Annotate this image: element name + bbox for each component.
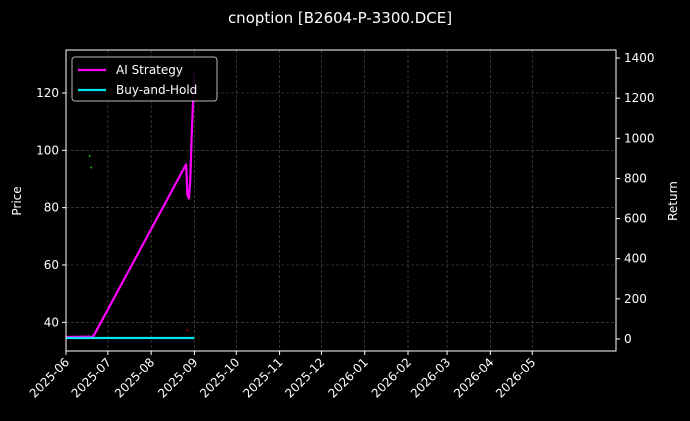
left-tick-label: 120 — [36, 86, 59, 100]
signal-markers — [88, 155, 189, 332]
series-line-ai-strategy — [65, 70, 196, 339]
sell-signal-marker — [186, 329, 189, 332]
right-tick-label: 200 — [624, 292, 647, 306]
legend-label-ai-strategy: AI Strategy — [116, 63, 183, 77]
right-tick-label: 400 — [624, 252, 647, 266]
right-tick-label: 1200 — [624, 91, 655, 105]
legend: AI Strategy Buy-and-Hold — [71, 56, 218, 102]
series-lines — [65, 70, 196, 340]
left-axis-title: Price — [10, 186, 24, 215]
buy-signal-marker — [90, 166, 93, 169]
buy-signal-marker — [88, 155, 91, 158]
left-tick-label: 80 — [44, 201, 59, 215]
right-axis-ticks: 0 200 400 600 800 1000 1200 1400 — [616, 51, 655, 346]
plot-frame — [65, 49, 617, 352]
right-axis-title: Return — [666, 181, 680, 221]
legend-box — [71, 56, 218, 102]
chart-title: cnoption [B2604-P-3300.DCE] — [228, 9, 452, 27]
right-tick-label: 600 — [624, 212, 647, 226]
left-tick-label: 60 — [44, 258, 59, 272]
right-tick-label: 1000 — [624, 131, 655, 145]
legend-label-buy-and-hold: Buy-and-Hold — [116, 83, 197, 97]
right-tick-label: 800 — [624, 171, 647, 185]
right-tick-label: 0 — [624, 332, 632, 346]
left-tick-label: 100 — [36, 143, 59, 157]
right-tick-label: 1400 — [624, 51, 655, 65]
left-axis-ticks: 40 60 80 100 120 — [36, 86, 66, 329]
left-tick-label: 40 — [44, 315, 59, 329]
